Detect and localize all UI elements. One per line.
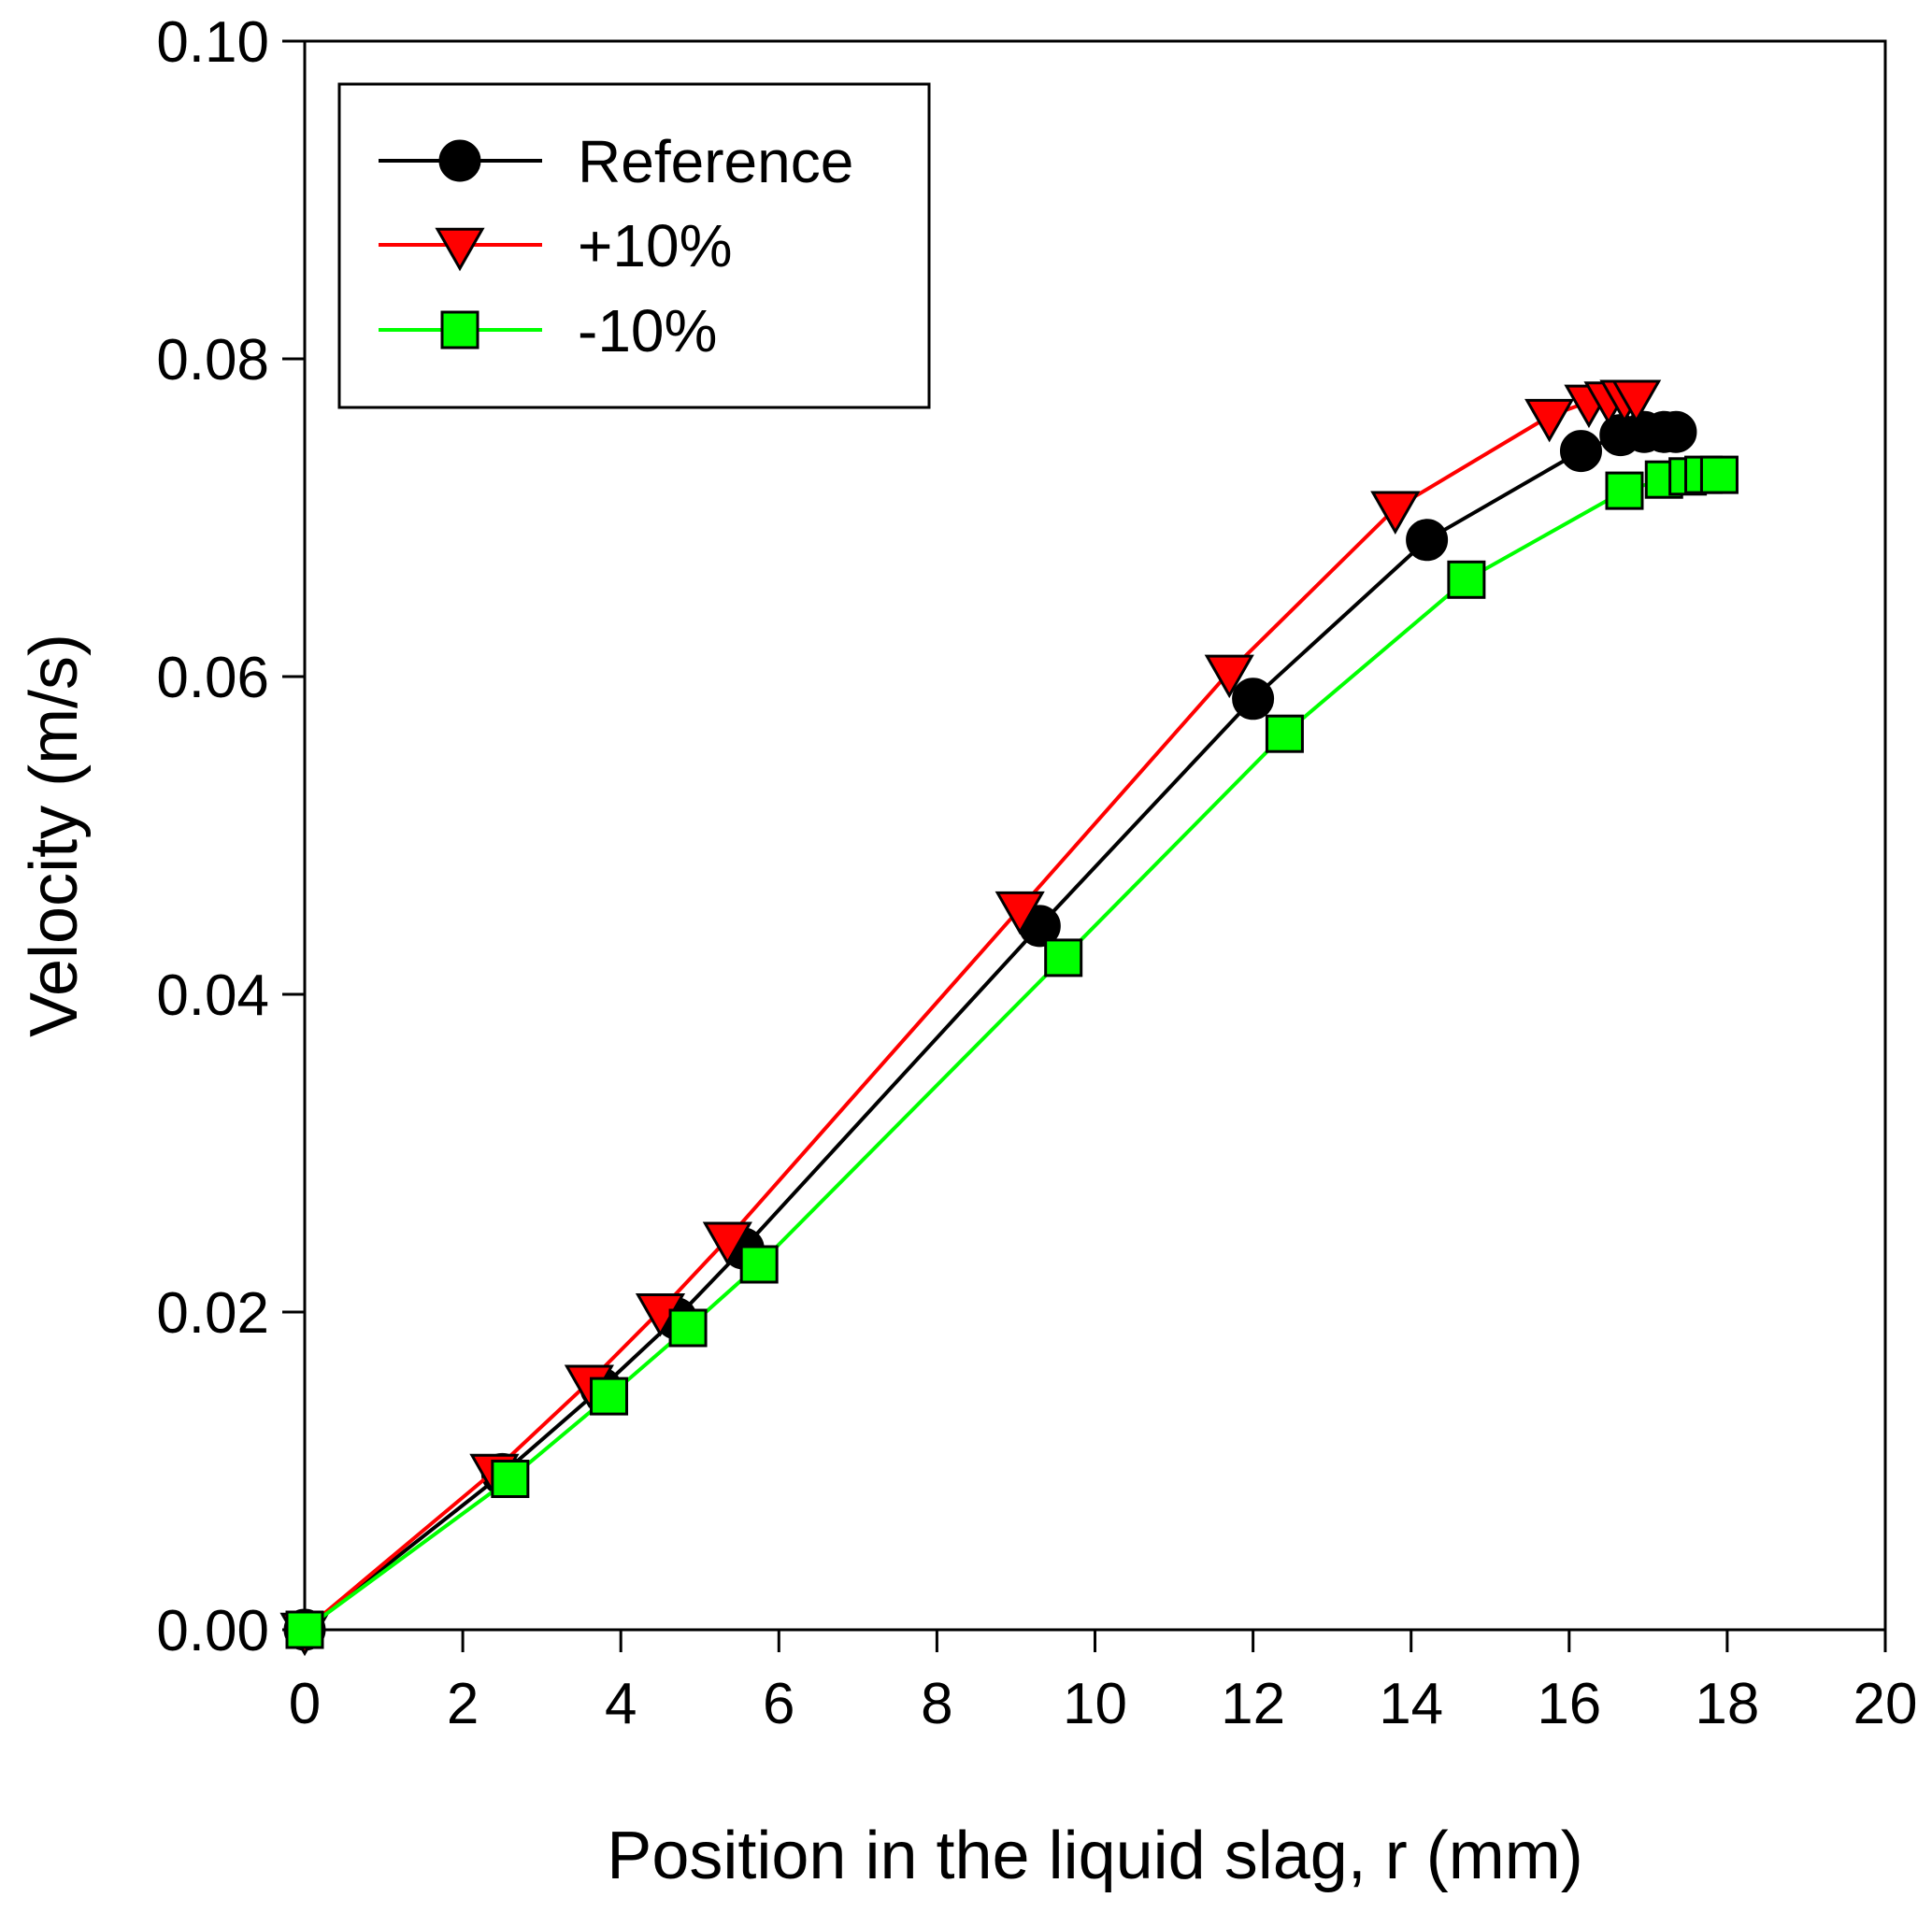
- x-tick-label: 10: [1063, 1672, 1127, 1736]
- legend-label: Reference: [578, 128, 853, 195]
- data-point: [1232, 678, 1275, 721]
- legend-label: +10%: [578, 212, 732, 279]
- x-tick-label: 16: [1537, 1672, 1601, 1736]
- y-tick-label: 0.02: [156, 1281, 269, 1346]
- legend-entry: Reference: [379, 128, 853, 195]
- data-point: [1370, 491, 1421, 535]
- y-tick-label: 0.10: [156, 10, 269, 75]
- data-point: [1044, 938, 1083, 977]
- data-point: [491, 1460, 530, 1498]
- y-tick-label: 0.08: [156, 328, 269, 392]
- legend-entry: +10%: [379, 212, 732, 279]
- data-point: [1654, 410, 1697, 453]
- x-tick-label: 4: [605, 1672, 637, 1736]
- legend: Reference +10% -10%: [337, 82, 931, 409]
- data-point: [739, 1245, 779, 1284]
- data-point: [668, 1308, 708, 1348]
- data-point: [1699, 455, 1739, 494]
- data-point: [1406, 519, 1449, 562]
- data-point: [1524, 398, 1575, 443]
- x-tick-label: 12: [1221, 1672, 1285, 1736]
- data-point: [285, 1610, 324, 1649]
- data-point: [1204, 654, 1254, 699]
- axes: 0 2 4 6 8 10 12 14 16 18 20 0.00 0.02 0.04 0.06 0.08 0.1…: [156, 10, 1917, 1736]
- legend-marker: [435, 227, 485, 272]
- x-tick-label: 2: [447, 1672, 479, 1736]
- x-tick-label: 6: [763, 1672, 794, 1736]
- series-1: [279, 379, 1662, 1657]
- y-axis-title: Velocity (m/s): [17, 634, 92, 1037]
- series-line: [303, 394, 1637, 1632]
- legend-label: -10%: [578, 297, 717, 364]
- x-tick-label: 20: [1853, 1672, 1918, 1736]
- series-group: [279, 379, 1739, 1657]
- data-point: [1611, 379, 1662, 424]
- data-point: [1447, 560, 1486, 599]
- legend-marker: [438, 139, 481, 182]
- data-point: [1265, 714, 1304, 753]
- y-tick-label: 0.06: [156, 646, 269, 710]
- y-tick-label: 0.00: [156, 1599, 269, 1663]
- x-tick-label: 8: [921, 1672, 952, 1736]
- x-tick-label: 0: [289, 1672, 321, 1736]
- x-tick-label: 18: [1695, 1672, 1759, 1736]
- y-tick-label: 0.04: [156, 963, 269, 1028]
- x-tick-label: 14: [1379, 1672, 1443, 1736]
- legend-marker: [440, 310, 479, 350]
- x-axis-title: Position in the liquid slag, r (mm): [607, 1819, 1582, 1893]
- data-point: [702, 1221, 752, 1266]
- data-point: [1559, 430, 1602, 473]
- legend-entry: -10%: [379, 297, 717, 364]
- data-point: [1605, 471, 1644, 510]
- series-2: [285, 455, 1739, 1649]
- data-point: [590, 1377, 629, 1416]
- data-point: [995, 891, 1045, 935]
